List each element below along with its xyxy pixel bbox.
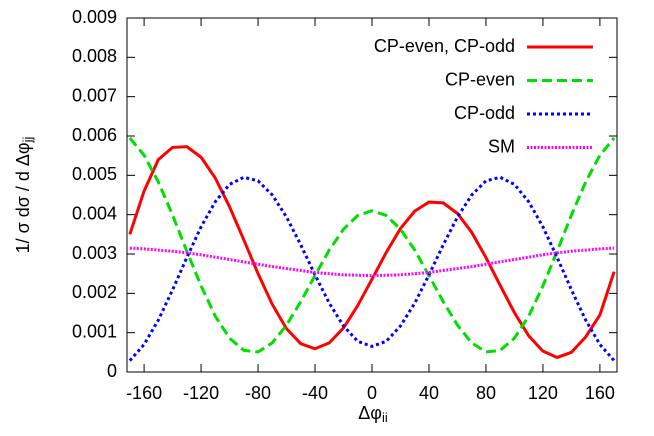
x-axis-label: Δφii [358, 403, 388, 426]
y-tick-label: 0.003 [72, 243, 117, 263]
legend-label: CP-odd [454, 103, 515, 123]
y-tick-label: 0 [107, 361, 117, 381]
x-tick-label: -40 [302, 383, 328, 403]
y-label-sub: jj [20, 137, 35, 144]
x-tick-label: 80 [476, 383, 496, 403]
x-tick-label: -80 [245, 383, 271, 403]
series-line [128, 175, 616, 362]
y-tick-label: 0.002 [72, 282, 117, 302]
x-tick-label: 0 [367, 383, 377, 403]
plot-frame [126, 17, 618, 373]
y-tick-label: 0.007 [72, 85, 117, 105]
x-tick-label: 120 [528, 383, 558, 403]
y-tick-label: 0.008 [72, 46, 117, 66]
y-tick-label: 0.004 [72, 203, 117, 223]
y-tick-label: 0.006 [72, 125, 117, 145]
series-line [128, 145, 616, 360]
x-label-main: Δφ [358, 403, 382, 423]
x-tick-label: -120 [183, 383, 219, 403]
series-line [129, 246, 615, 278]
x-tick-label: 160 [585, 383, 615, 403]
y-label-main: 1/ σ dσ / d Δφ [13, 142, 33, 253]
x-label-sub: ii [382, 410, 388, 425]
x-tick-label: 40 [419, 383, 439, 403]
legend-label: SM [488, 136, 515, 156]
legend-label: CP-even [445, 69, 515, 89]
y-tick-label: 0.009 [72, 7, 117, 27]
y-axis-label: 1/ σ dσ / d Δφjj [13, 137, 36, 254]
x-tick-label: -160 [126, 383, 162, 403]
legend-label: CP-even, CP-odd [374, 36, 515, 56]
series-line [128, 137, 616, 354]
y-tick-label: 0.001 [72, 321, 117, 341]
y-tick-label: 0.005 [72, 164, 117, 184]
